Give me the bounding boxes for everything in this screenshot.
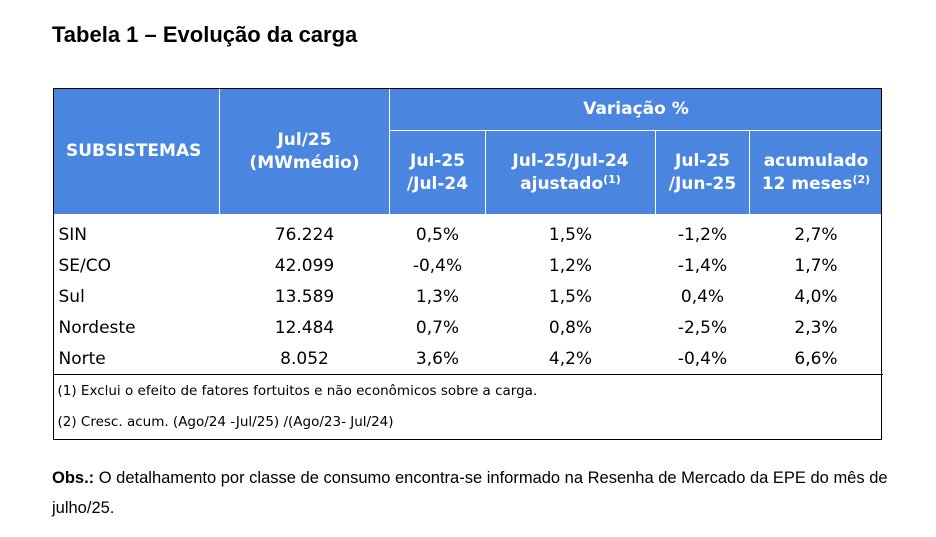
header-variacao: Variação % — [389, 88, 883, 131]
row-var-jul24: -0,4% — [412, 255, 463, 276]
header-col1-line1: Jul-25 — [410, 150, 465, 171]
row-subsistema: SIN — [58, 224, 88, 245]
header-col2-line1: Jul-25/Jul-24 — [512, 150, 629, 171]
row-var-jun25: -2,5% — [677, 317, 728, 338]
row-var-jun25: -1,2% — [677, 224, 728, 245]
table-row: SE/CO 42.099 -0,4% 1,2% -1,4% 1,7% — [54, 250, 883, 281]
footnote-2: (2) Cresc. acum. (Ago/24 -Jul/25) /(Ago/… — [57, 413, 394, 430]
row-var-ajustado: 4,2% — [548, 348, 593, 369]
table-row: Sul 13.589 1,3% 1,5% 0,4% 4,0% — [54, 281, 883, 312]
header-jul25-mwmedio: Jul/25 (MWmédio) — [219, 88, 390, 215]
observation-note: Obs.: O detalhamento por classe de consu… — [52, 463, 922, 523]
row-var-jul24: 0,5% — [415, 224, 460, 245]
table-row: SIN 76.224 0,5% 1,5% -1,2% 2,7% — [54, 215, 883, 251]
row-carga: 12.484 — [274, 317, 335, 338]
row-subsistema: Sul — [58, 286, 85, 307]
row-var-ajustado: 1,2% — [548, 255, 593, 276]
footnote-row: (1) Exclui o efeito de fatores fortuitos… — [53, 374, 883, 406]
footnote-1: (1) Exclui o efeito de fatores fortuitos… — [53, 374, 883, 406]
row-var-ajustado: 1,5% — [548, 286, 593, 307]
footnote-ref-1: (1) — [603, 172, 621, 186]
header-col1-line2: /Jul-24 — [406, 173, 469, 194]
obs-label: Obs.: — [52, 469, 95, 487]
row-var-acumulado: 4,0% — [794, 286, 838, 307]
table-row: Norte 8.052 3,6% 4,2% -0,4% 6,6% — [54, 343, 883, 375]
obs-text: O detalhamento por classe de consumo enc… — [52, 469, 888, 517]
row-var-jun25: 0,4% — [680, 286, 725, 307]
row-var-jul24: 3,6% — [415, 348, 460, 369]
row-var-acumulado: 1,7% — [794, 255, 838, 276]
header-col2-line2: ajustado — [520, 173, 604, 194]
header-ajustado: Jul-25/Jul-24 ajustado(1) — [485, 130, 656, 215]
table-title: Tabela 1 – Evolução da carga — [52, 22, 358, 47]
row-var-jun25: -0,4% — [677, 348, 728, 369]
row-carga: 13.589 — [274, 286, 335, 307]
row-var-ajustado: 1,5% — [548, 224, 593, 245]
row-carga: 76.224 — [274, 224, 335, 245]
footnote-ref-2: (2) — [852, 172, 871, 186]
load-evolution-table: SUBSISTEMAS Jul/25 (MWmédio) Variação % … — [53, 88, 883, 437]
header-col3-line1: Jul-25 — [675, 150, 730, 171]
row-carga: 8.052 — [280, 348, 329, 369]
header-col4-line1: acumulado — [763, 150, 869, 171]
header-jul25-label: Jul/25 — [277, 129, 332, 150]
row-var-acumulado: 2,3% — [794, 317, 838, 338]
header-mwmedio-label: (MWmédio) — [249, 152, 360, 173]
footnote-row: (2) Cresc. acum. (Ago/24 -Jul/25) /(Ago/… — [54, 406, 883, 437]
row-var-acumulado: 6,6% — [794, 348, 838, 369]
row-var-ajustado: 0,8% — [548, 317, 593, 338]
table-row: Nordeste 12.484 0,7% 0,8% -2,5% 2,3% — [54, 312, 883, 343]
row-carga: 42.099 — [274, 255, 335, 276]
row-subsistema: Norte — [58, 348, 106, 369]
row-subsistema: SE/CO — [58, 255, 112, 276]
row-var-acumulado: 2,7% — [794, 224, 838, 245]
header-jul25-jun25: Jul-25 /Jun-25 — [655, 130, 750, 215]
row-subsistema: Nordeste — [58, 317, 136, 338]
row-var-jul24: 0,7% — [415, 317, 460, 338]
header-col4-line2: 12 meses — [761, 173, 853, 194]
row-var-jun25: -1,4% — [677, 255, 728, 276]
header-jul25-jul24: Jul-25 /Jul-24 — [389, 130, 486, 215]
row-var-jul24: 1,3% — [415, 286, 460, 307]
header-subsistemas: SUBSISTEMAS — [53, 88, 220, 215]
header-col3-line2: /Jun-25 — [668, 173, 737, 194]
header-acumulado-12-meses: acumulado 12 meses(2) — [749, 130, 883, 215]
